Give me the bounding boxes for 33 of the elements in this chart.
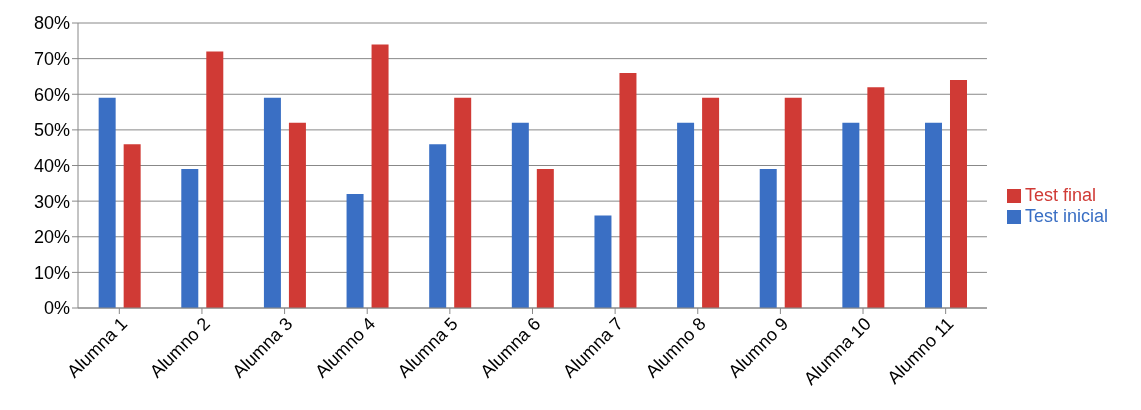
- bar: [371, 44, 389, 308]
- bar: [949, 80, 967, 308]
- y-tick-label: 70%: [33, 49, 70, 70]
- bar: [842, 122, 860, 308]
- y-tick-label: 50%: [33, 120, 70, 141]
- bar: [677, 122, 695, 308]
- bar: [429, 144, 447, 308]
- bar: [288, 122, 306, 308]
- bar: [536, 169, 554, 308]
- bar: [511, 122, 529, 308]
- bar: [123, 144, 141, 308]
- bar: [594, 215, 612, 308]
- y-tick-label: 60%: [33, 84, 70, 105]
- bar: [181, 169, 199, 308]
- legend-label: Test final: [1024, 184, 1097, 205]
- y-tick-label: 20%: [33, 227, 70, 248]
- bar: [454, 97, 472, 308]
- bar: [784, 97, 802, 308]
- y-tick-label: 80%: [33, 13, 70, 34]
- bar: [924, 122, 942, 308]
- bar: [702, 97, 720, 308]
- bar: [619, 72, 637, 308]
- y-tick-label: 40%: [33, 155, 70, 176]
- y-tick-label: 30%: [33, 191, 70, 212]
- bar: [867, 87, 885, 308]
- legend-label: Test inicial: [1024, 205, 1108, 226]
- bar: [98, 97, 116, 308]
- y-tick-label: 0%: [43, 298, 70, 319]
- bar: [263, 97, 281, 308]
- y-tick-label: 10%: [33, 262, 70, 283]
- bar: [346, 194, 364, 308]
- bar: [759, 169, 777, 308]
- bar: [206, 51, 224, 308]
